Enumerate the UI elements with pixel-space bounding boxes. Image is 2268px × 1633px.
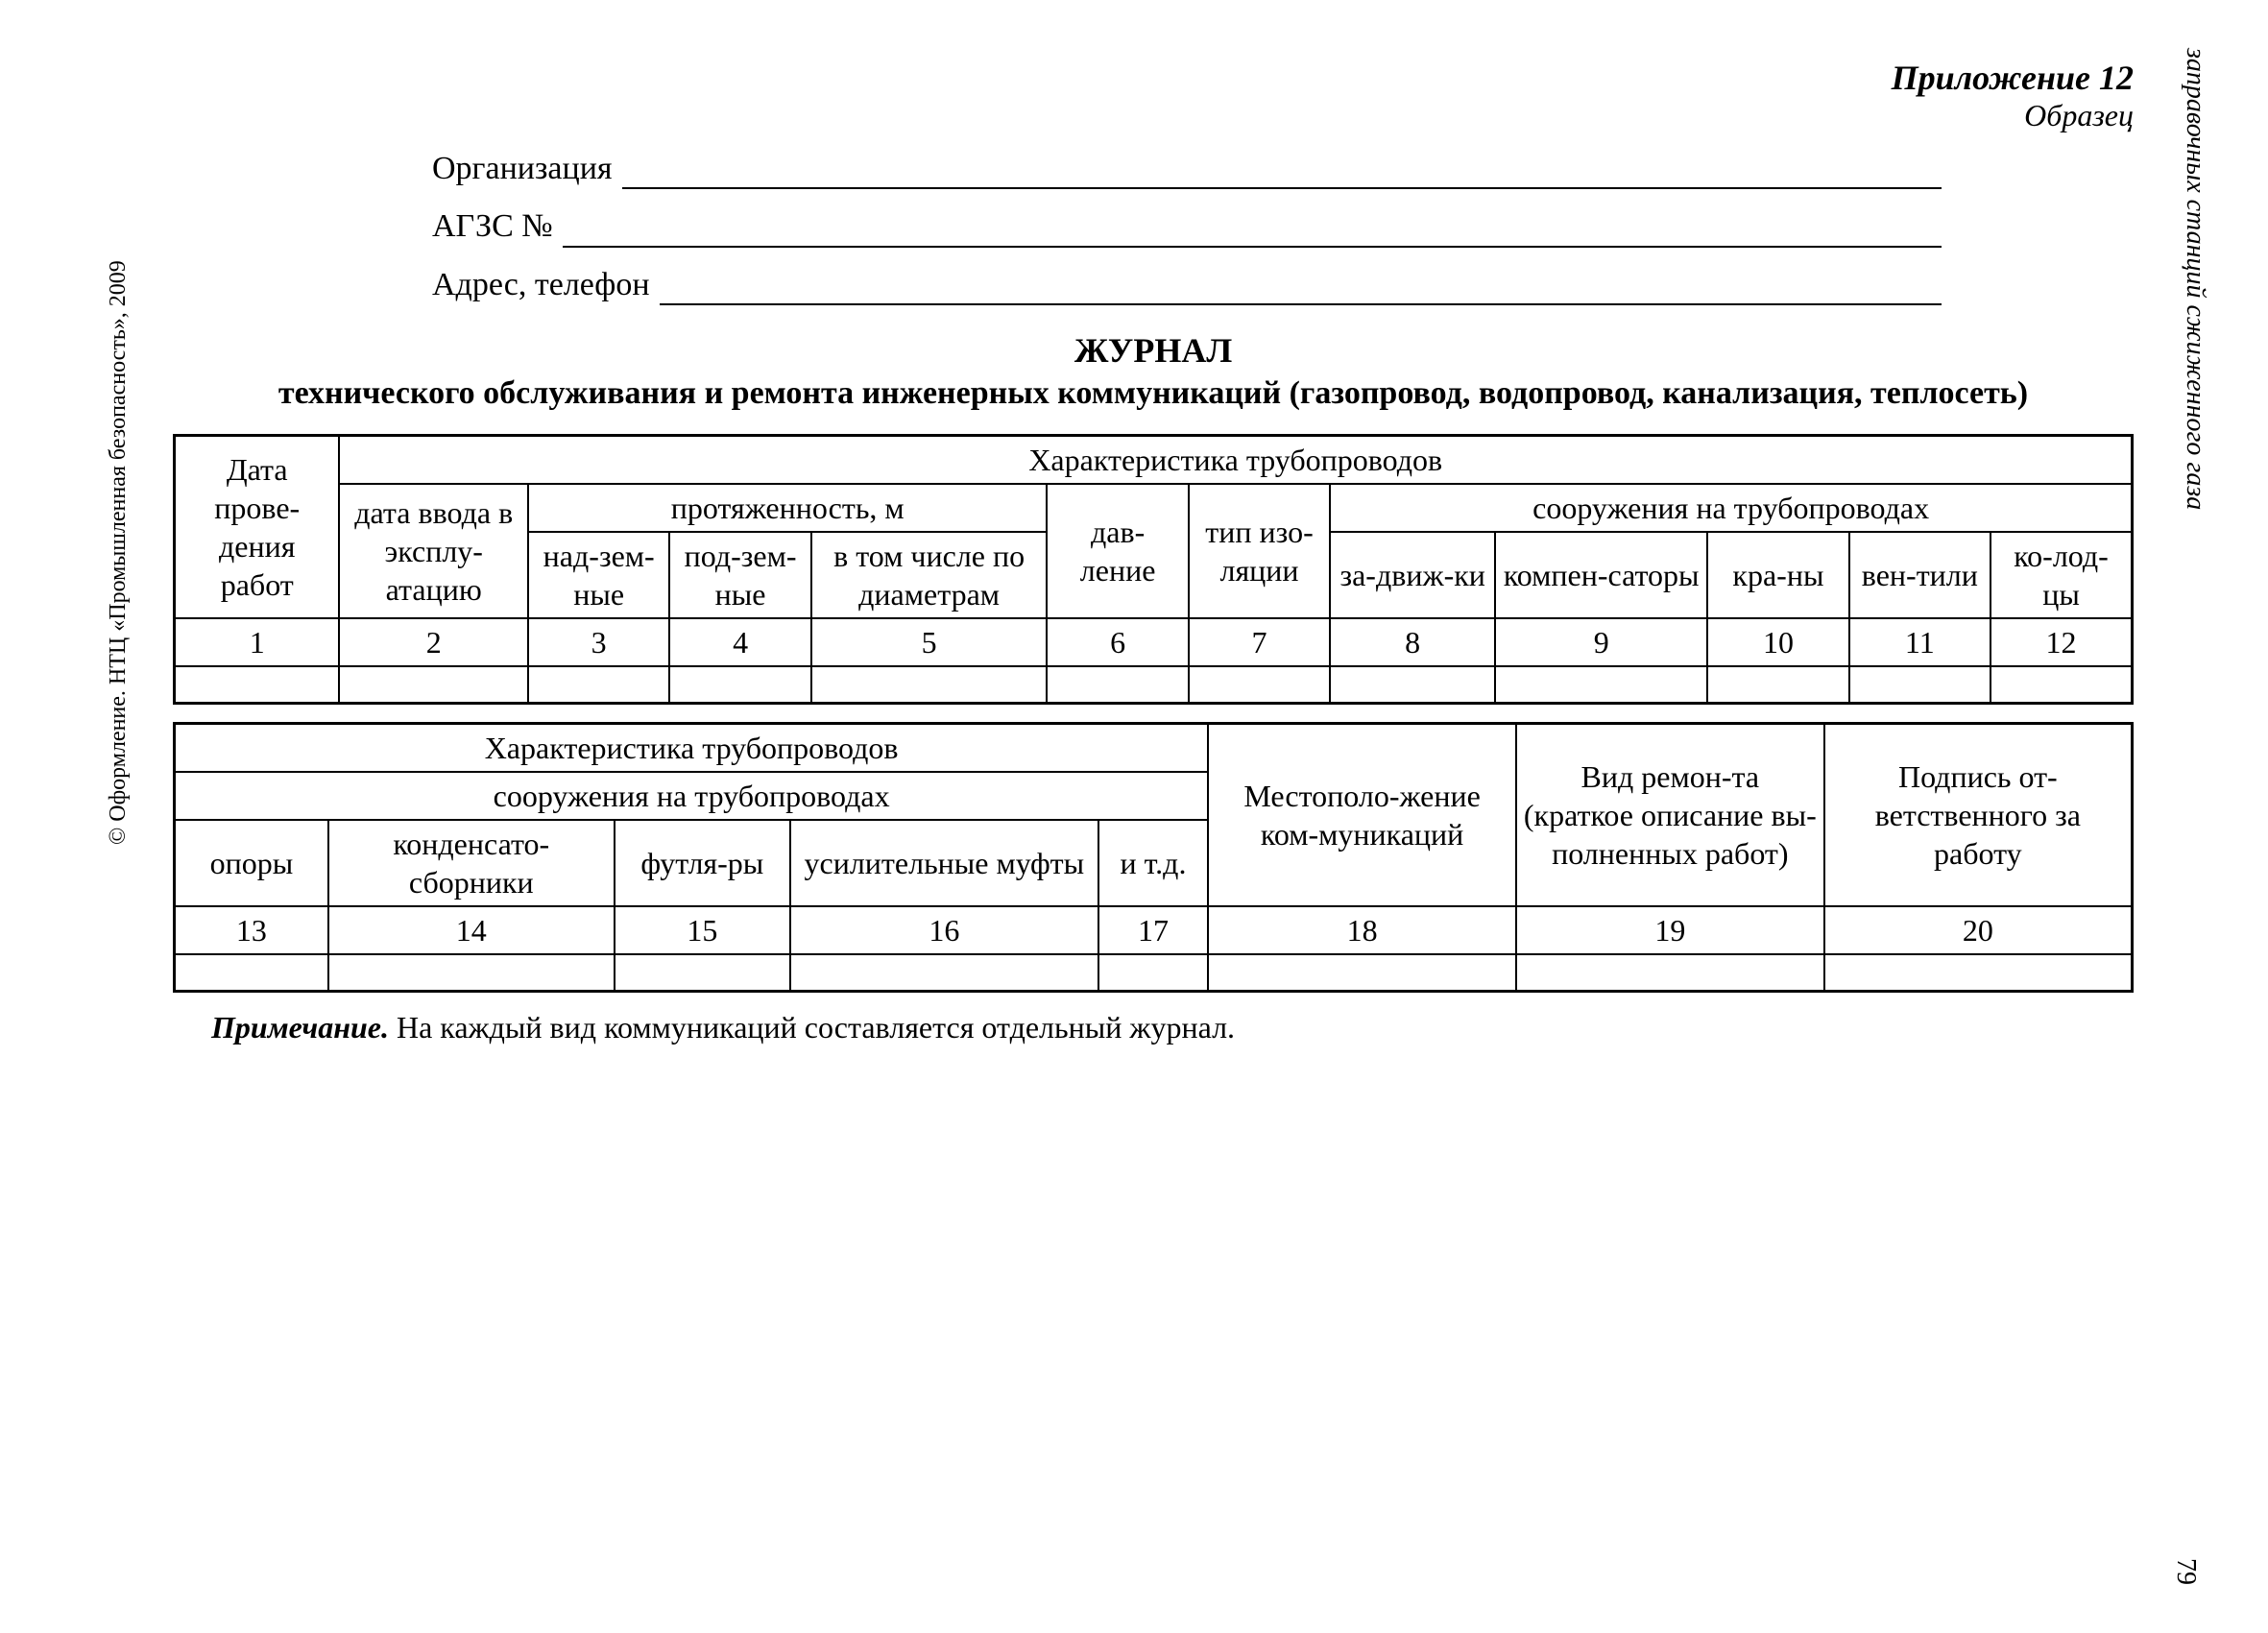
t1-komp: компен-саторы [1495,532,1707,618]
footnote-text: На каждый вид коммуникаций составляется … [389,1010,1235,1045]
t1-podz: под-зем-ные [669,532,810,618]
address-underline [660,303,1942,305]
t1-n1: 1 [175,618,340,666]
t2-podp: Подпись от-ветственного за работу [1824,723,2133,906]
t2-n17: 17 [1098,906,1209,954]
t1-nadz: над-зем-ные [528,532,669,618]
t2-vid: Вид ремон-та (краткое описание вы-полнен… [1516,723,1824,906]
t1-n7: 7 [1189,618,1330,666]
t1-n10: 10 [1707,618,1848,666]
org-line-agzs: АГЗС № [432,201,1942,252]
address-label: Адрес, телефон [432,259,650,311]
t1-date: Дата прове-дения работ [175,435,340,618]
agzs-label: АГЗС № [432,201,553,252]
t1-characteristics: Характеристика трубопроводов [339,435,2132,484]
footnote-label: Примечание. [211,1010,389,1045]
t1-tip: тип изо-ляции [1189,484,1330,618]
org-line-address: Адрес, телефон [432,259,1942,311]
t1-soor: сооружения на трубопроводах [1330,484,2132,532]
t1-n4: 4 [669,618,810,666]
t2-n14: 14 [328,906,615,954]
page: © Оформление. НТЦ «Промышленная безопасн… [0,0,2268,1633]
content-area: Приложение 12 Образец Организация АГЗС №… [173,58,2134,1045]
header-top-right: Приложение 12 Образец [173,58,2134,133]
t1-n2: 2 [339,618,528,666]
t1-n11: 11 [1849,618,1991,666]
t1-empty-row [175,666,2133,704]
appendix-label: Приложение 12 [173,58,2134,98]
t2-char: Характеристика трубопроводов [175,723,1209,772]
t2-n13: 13 [175,906,328,954]
t1-diam: в том числе по диаметрам [811,532,1048,618]
t1-n6: 6 [1047,618,1188,666]
org-label: Организация [432,143,613,195]
t2-empty-row [175,954,2133,992]
table-2: Характеристика трубопроводов Местополо-ж… [173,722,2134,993]
t2-kond: конденсато-сборники [328,820,615,906]
t1-n3: 3 [528,618,669,666]
side-note-left: © Оформление. НТЦ «Промышленная безопасн… [106,77,134,845]
t2-opor: опоры [175,820,328,906]
agzs-underline [563,246,1942,248]
t2-futl: футля-ры [615,820,790,906]
t2-usil: усилительные муфты [790,820,1098,906]
t1-prot: протяженность, м [528,484,1047,532]
side-note-right: заправочных станций сжиженного газа [2182,48,2210,510]
organization-block: Организация АГЗС № Адрес, телефон [432,143,1942,311]
t1-kol: ко-лод-цы [1991,532,2132,618]
t2-itd: и т.д. [1098,820,1209,906]
footnote: Примечание. На каждый вид коммуникаций с… [211,1010,2134,1045]
org-underline [622,187,1942,189]
sample-label: Образец [173,98,2134,133]
t1-dav: дав-ление [1047,484,1188,618]
t2-n18: 18 [1208,906,1516,954]
t1-number-row: 1 2 3 4 5 6 7 8 9 10 11 12 [175,618,2133,666]
t1-n5: 5 [811,618,1048,666]
t2-soor: сооружения на трубопроводах [175,772,1209,820]
table-1: Дата прове-дения работ Характеристика тр… [173,434,2134,705]
t2-n19: 19 [1516,906,1824,954]
t1-n8: 8 [1330,618,1495,666]
t2-mesto: Местополо-жение ком-муникаций [1208,723,1516,906]
page-number: 79 [2170,1558,2201,1585]
journal-description: технического обслуживания и ремонта инже… [173,371,2134,417]
t2-number-row: 13 14 15 16 17 18 19 20 [175,906,2133,954]
t2-n20: 20 [1824,906,2133,954]
t1-vvod: дата ввода в эксплу-атацию [339,484,528,618]
journal-word: ЖУРНАЛ [173,330,2134,371]
t1-n9: 9 [1495,618,1707,666]
journal-title: ЖУРНАЛ технического обслуживания и ремон… [173,330,2134,417]
t1-zadv: за-движ-ки [1330,532,1495,618]
t1-kran: кра-ны [1707,532,1848,618]
t1-vent: вен-тили [1849,532,1991,618]
t2-n16: 16 [790,906,1098,954]
t2-n15: 15 [615,906,790,954]
org-line-organization: Организация [432,143,1942,195]
t1-n12: 12 [1991,618,2132,666]
